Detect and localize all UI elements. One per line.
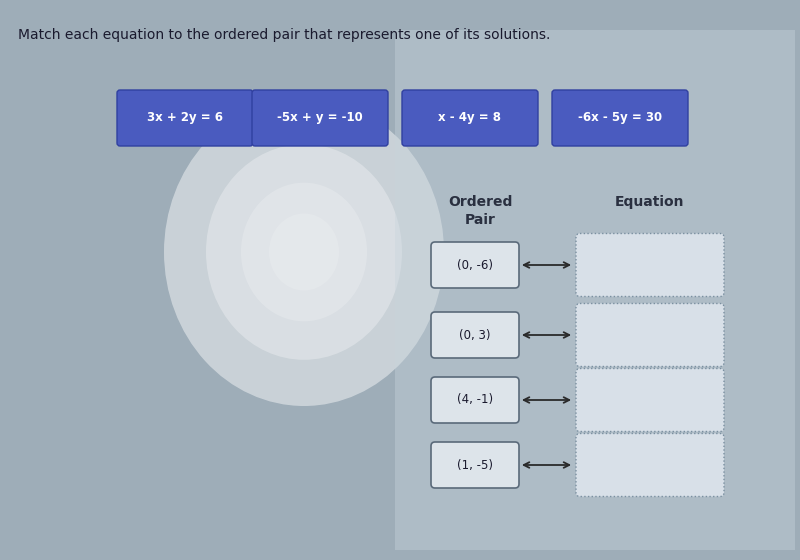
- Text: (1, -5): (1, -5): [457, 459, 493, 472]
- Text: 3x + 2y = 6: 3x + 2y = 6: [147, 111, 223, 124]
- FancyBboxPatch shape: [117, 90, 253, 146]
- Text: (0, -6): (0, -6): [457, 259, 493, 272]
- FancyBboxPatch shape: [402, 90, 538, 146]
- FancyBboxPatch shape: [576, 304, 724, 366]
- FancyBboxPatch shape: [395, 30, 795, 550]
- Text: Equation: Equation: [615, 195, 685, 209]
- Text: (4, -1): (4, -1): [457, 394, 493, 407]
- FancyBboxPatch shape: [576, 234, 724, 296]
- Ellipse shape: [269, 213, 339, 291]
- Text: -5x + y = -10: -5x + y = -10: [277, 111, 363, 124]
- FancyBboxPatch shape: [431, 377, 519, 423]
- FancyBboxPatch shape: [252, 90, 388, 146]
- Text: (0, 3): (0, 3): [459, 329, 490, 342]
- FancyBboxPatch shape: [576, 368, 724, 432]
- Ellipse shape: [164, 98, 444, 406]
- Ellipse shape: [206, 144, 402, 360]
- Text: Match each equation to the ordered pair that represents one of its solutions.: Match each equation to the ordered pair …: [18, 28, 550, 42]
- FancyBboxPatch shape: [576, 433, 724, 497]
- Ellipse shape: [241, 183, 367, 321]
- Text: Ordered
Pair: Ordered Pair: [448, 195, 512, 227]
- FancyBboxPatch shape: [431, 242, 519, 288]
- FancyBboxPatch shape: [552, 90, 688, 146]
- FancyBboxPatch shape: [431, 442, 519, 488]
- FancyBboxPatch shape: [431, 312, 519, 358]
- Text: x - 4y = 8: x - 4y = 8: [438, 111, 502, 124]
- Text: -6x - 5y = 30: -6x - 5y = 30: [578, 111, 662, 124]
